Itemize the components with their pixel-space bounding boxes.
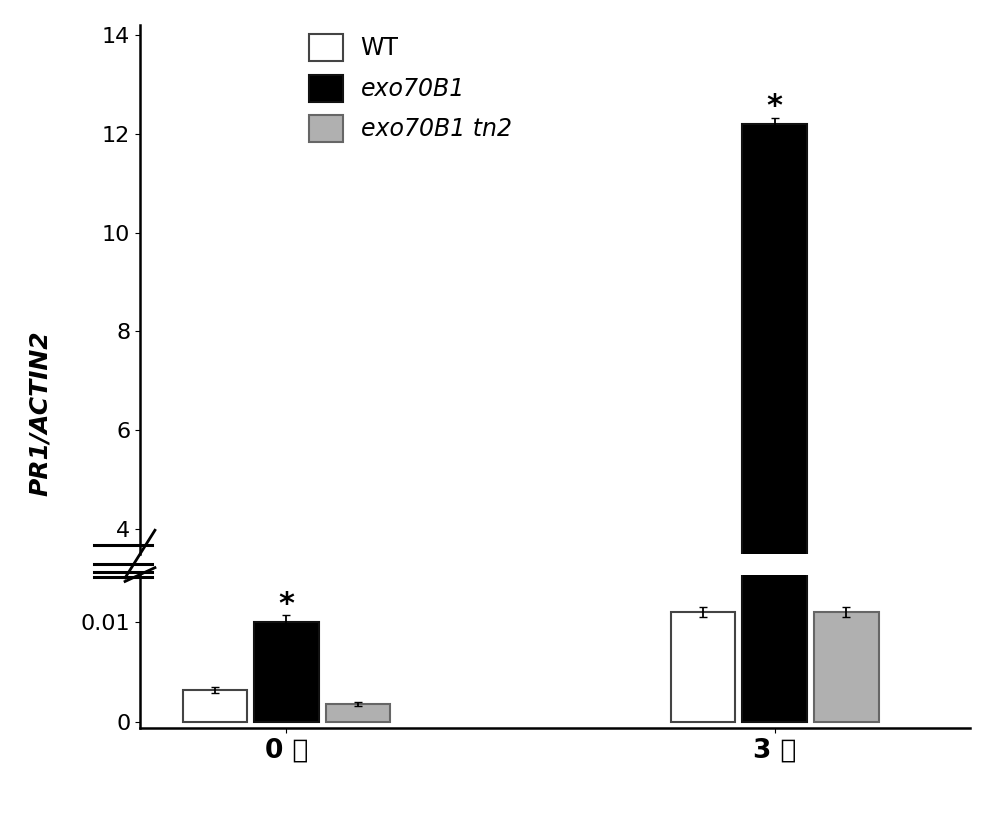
Bar — [814, 612, 879, 722]
Legend: WT, exo70B1, exo70B1 tn2: WT, exo70B1, exo70B1 tn2 — [301, 26, 520, 151]
Bar — [183, 690, 247, 722]
Bar — [254, 622, 319, 722]
Bar — [742, 124, 807, 727]
Text: PR1/ACTIN2: PR1/ACTIN2 — [28, 331, 52, 496]
Bar — [671, 612, 735, 722]
Bar — [742, 0, 807, 722]
Text: *: * — [767, 93, 783, 122]
Text: *: * — [278, 590, 294, 619]
Bar — [326, 704, 390, 722]
